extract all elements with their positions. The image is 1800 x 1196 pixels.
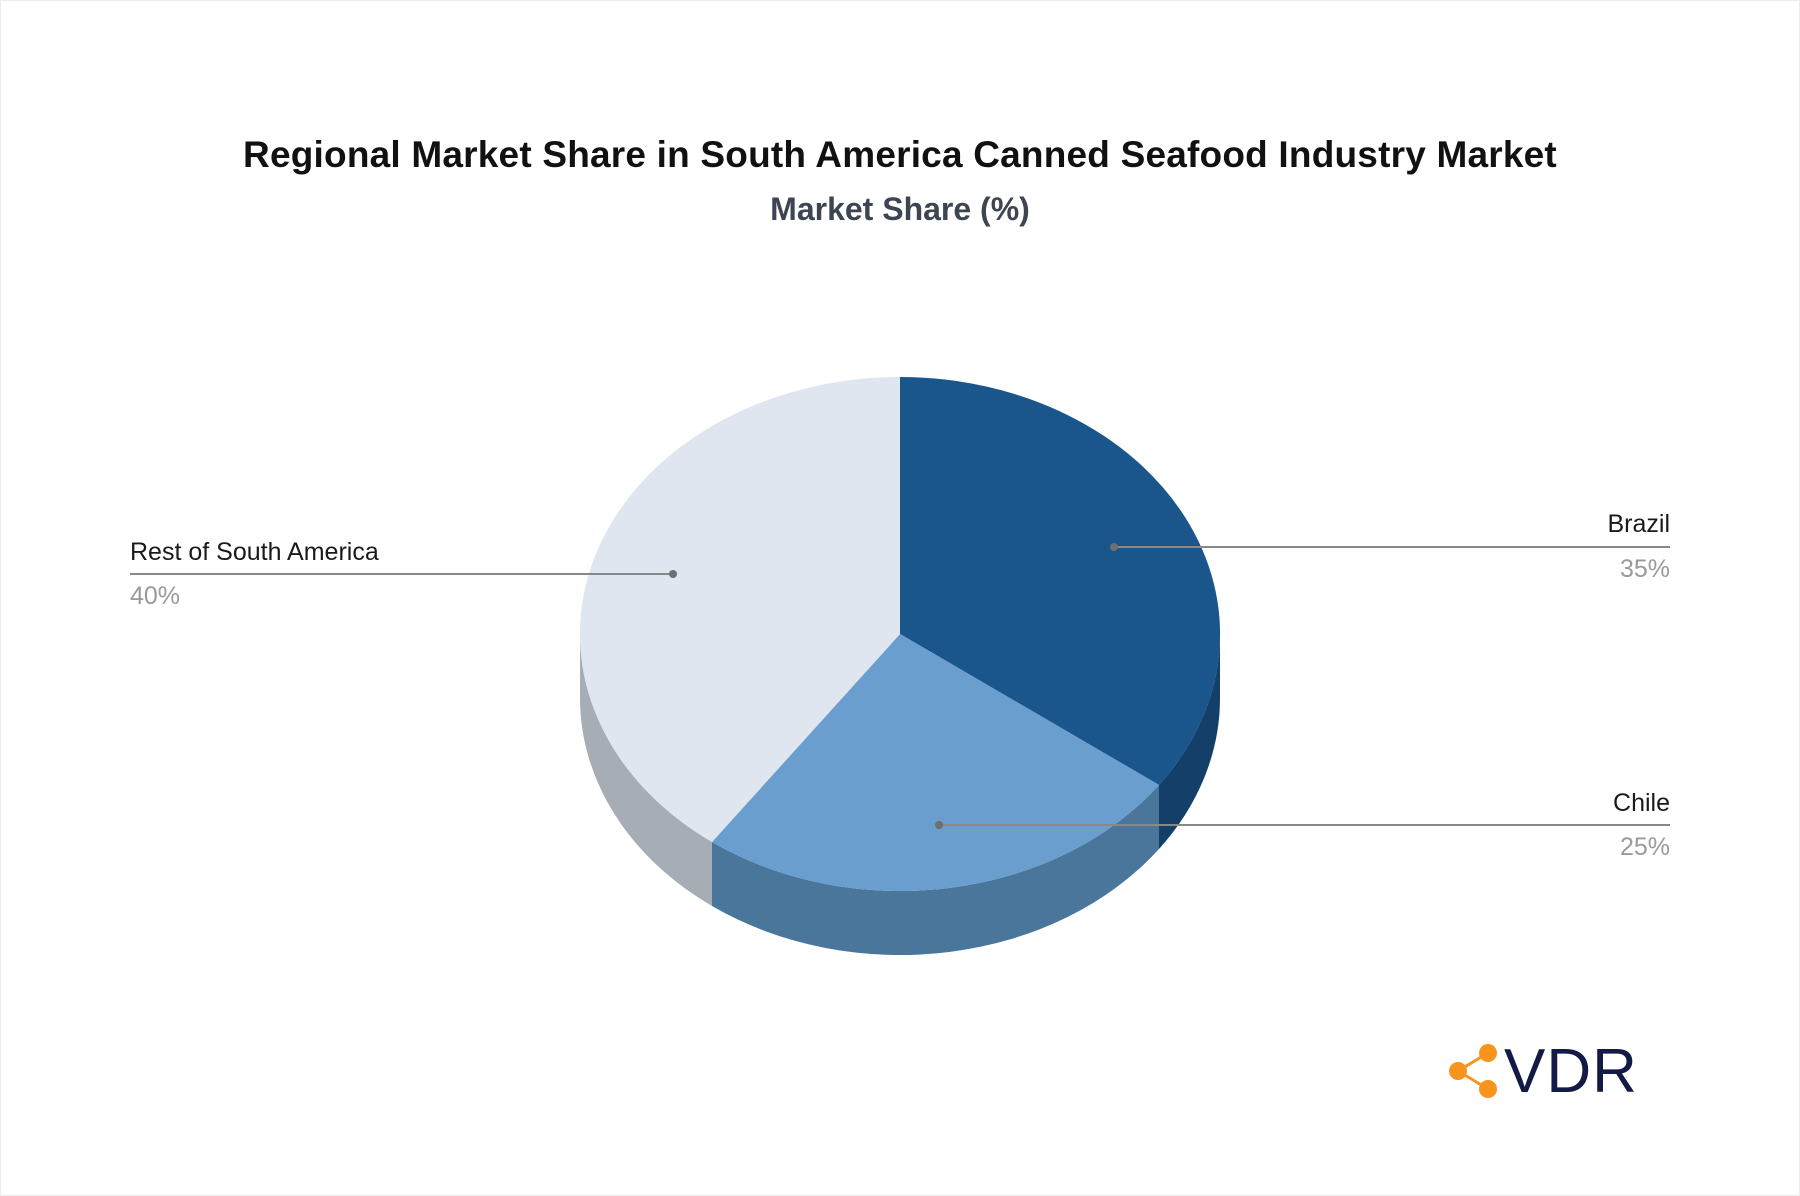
chart-title: Regional Market Share in South America C… <box>243 134 1557 175</box>
pie-side-chile <box>712 785 1159 956</box>
leader-rest <box>130 570 677 578</box>
label-brazil-name: Brazil <box>1607 510 1670 538</box>
pie-side-rest <box>579 634 712 906</box>
label-chile-name: Chile <box>1613 789 1670 817</box>
leader-brazil <box>1110 543 1670 551</box>
pie-slice-chile[interactable] <box>712 634 1159 892</box>
label-brazil-value: 35% <box>1619 555 1670 583</box>
label-rest-name: Rest of South America <box>130 538 379 566</box>
pie-slice-brazil[interactable] <box>900 377 1221 785</box>
pie-side-brazil <box>1159 634 1220 849</box>
logo-text: VDR <box>1504 1037 1638 1106</box>
leader-chile <box>935 821 1670 829</box>
vdr-logo: VDR <box>1446 1037 1646 1110</box>
pie-slice-rest[interactable] <box>579 377 900 842</box>
share-nodes-icon <box>1449 1044 1497 1098</box>
label-chile-value: 25% <box>1619 833 1670 861</box>
label-rest-value: 40% <box>130 582 181 610</box>
chart-subtitle: Market Share (%) <box>770 191 1030 227</box>
